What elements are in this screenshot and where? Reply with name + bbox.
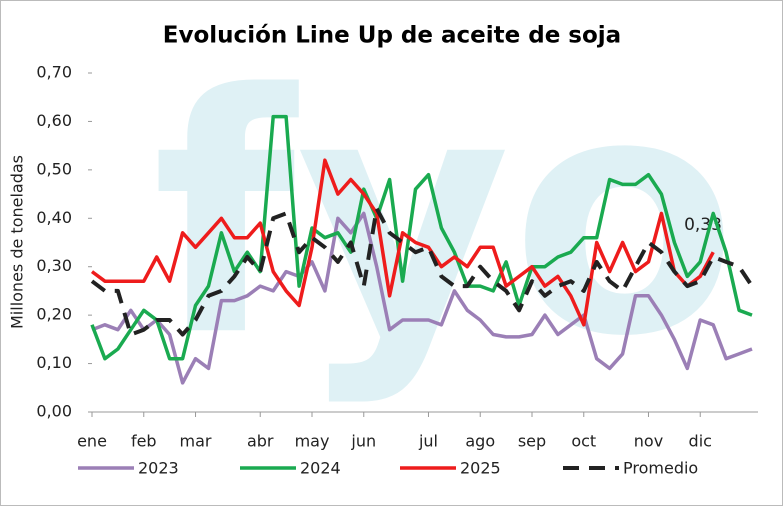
y-axis-label: Millones de toneladas — [8, 155, 27, 329]
x-tick-label: oct — [571, 432, 596, 451]
series-line — [90, 158, 715, 327]
legend-label: 2023 — [138, 459, 179, 478]
chart-title: Evolución Line Up de aceite de soja — [163, 23, 621, 49]
x-tick-label: abr — [247, 432, 274, 451]
y-tick-label: 0,40 — [36, 208, 72, 227]
legend-label: 2024 — [300, 459, 341, 478]
x-tick-label: feb — [131, 432, 157, 451]
series-line — [90, 206, 754, 337]
y-tick-label: 0,70 — [36, 63, 72, 82]
x-tick-label: jul — [418, 432, 438, 451]
y-tick-label: 0,00 — [36, 402, 72, 421]
x-tick-label: may — [295, 432, 330, 451]
x-tick-label: nov — [634, 432, 663, 451]
series-line — [91, 211, 753, 385]
y-tick-label: 0,10 — [36, 353, 72, 372]
x-tick-label: jun — [350, 432, 376, 451]
x-tick-label: dic — [689, 432, 712, 451]
series-line — [90, 114, 753, 361]
watermark: fyo — [152, 24, 737, 408]
x-tick-label: ago — [465, 432, 495, 451]
y-tick-label: 0,20 — [36, 305, 72, 324]
x-tick-label: mar — [180, 432, 212, 451]
x-tick-label: sep — [518, 432, 546, 451]
y-tick-label: 0,50 — [36, 159, 72, 178]
legend-label: Promedio — [623, 459, 698, 478]
x-tick-label: ene — [77, 432, 107, 451]
y-tick-label: 0,30 — [36, 256, 72, 275]
legend-label: 2025 — [460, 459, 501, 478]
y-tick-label: 0,60 — [36, 111, 72, 130]
